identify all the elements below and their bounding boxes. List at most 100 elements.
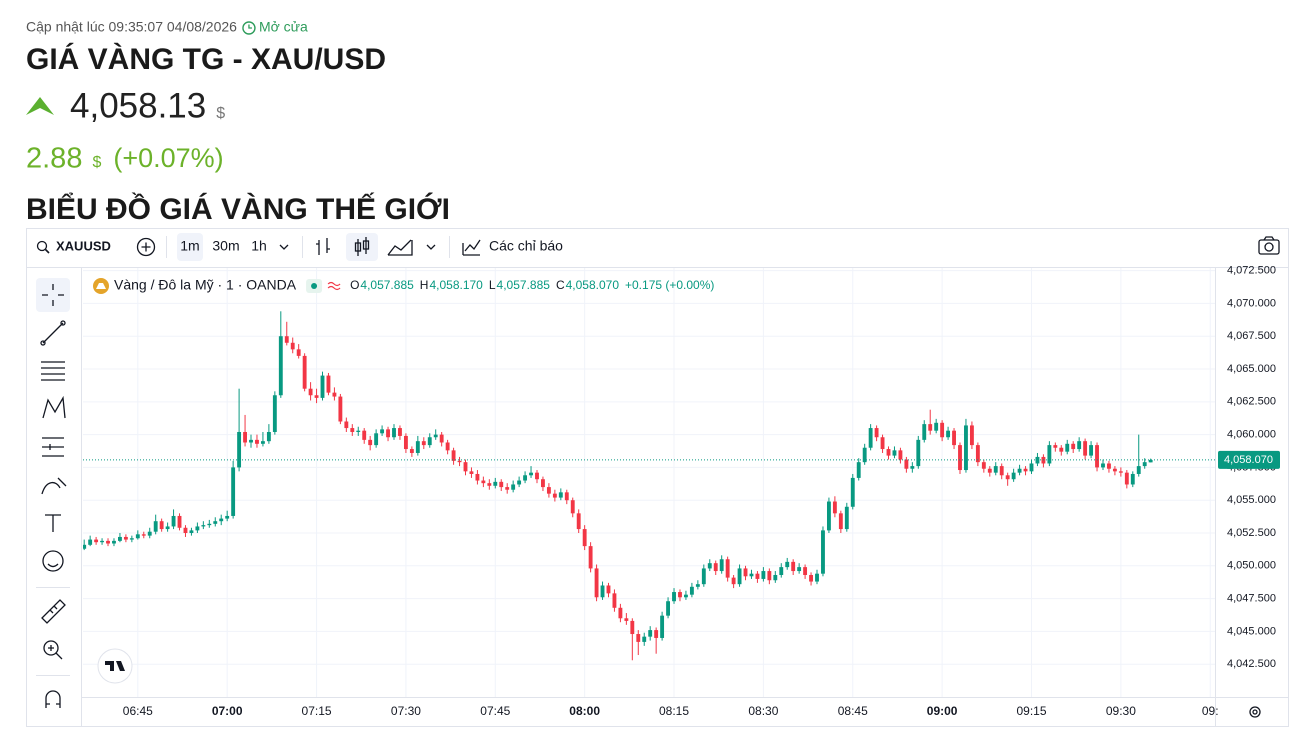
candle-body bbox=[189, 530, 194, 534]
crosshair-tool[interactable] bbox=[42, 284, 64, 306]
candle-body bbox=[255, 439, 259, 444]
trend-line-tool[interactable] bbox=[42, 322, 64, 344]
candle-body bbox=[999, 466, 1004, 476]
plot-area bbox=[83, 311, 1215, 661]
magnet-tool[interactable] bbox=[45, 690, 61, 708]
pattern-tool[interactable] bbox=[42, 395, 66, 419]
candle-body bbox=[815, 573, 819, 582]
ruler-tool[interactable] bbox=[41, 599, 66, 624]
x-tick-label: 08:15 bbox=[659, 704, 689, 718]
bars-style-icon[interactable] bbox=[316, 238, 330, 255]
symbol[interactable]: XAUUSD bbox=[56, 238, 111, 253]
candle-body bbox=[648, 630, 653, 637]
candle-body bbox=[588, 546, 593, 569]
candle-body bbox=[213, 521, 218, 524]
candle-body bbox=[874, 428, 879, 438]
settings-button[interactable] bbox=[1249, 706, 1261, 718]
candle-body bbox=[558, 492, 563, 498]
area-style-icon[interactable] bbox=[387, 239, 413, 256]
candle-body bbox=[832, 501, 837, 514]
change-value: +0.175 (+0.00%) bbox=[625, 278, 714, 292]
candle-body bbox=[183, 527, 188, 534]
candle-body bbox=[106, 540, 110, 544]
interval-button[interactable]: 30m bbox=[212, 238, 239, 254]
candle-body bbox=[666, 601, 671, 616]
candle-body bbox=[695, 584, 700, 587]
snapshot-button[interactable] bbox=[1258, 236, 1280, 255]
candle-body bbox=[1130, 473, 1135, 485]
candle-body bbox=[767, 571, 772, 581]
candle-body bbox=[731, 577, 736, 585]
section-title: BIỂU ĐỒ GIÁ VÀNG THẾ GIỚI bbox=[26, 192, 450, 226]
candle-body bbox=[207, 523, 212, 526]
projection-tool[interactable] bbox=[42, 437, 64, 457]
candle-body bbox=[302, 355, 307, 389]
candle-body bbox=[636, 634, 641, 642]
candle-body bbox=[171, 515, 176, 527]
candle-body bbox=[177, 515, 182, 528]
data-delay-icon bbox=[327, 281, 341, 291]
candles-style-icon[interactable] bbox=[357, 237, 367, 256]
candle-body bbox=[362, 430, 367, 440]
candle-body bbox=[344, 421, 349, 429]
candle-body bbox=[338, 396, 343, 422]
candle-body bbox=[1047, 445, 1052, 464]
text-tool[interactable] bbox=[45, 514, 61, 532]
y-tick-label: 4,042.500 bbox=[1227, 658, 1276, 670]
candle-body bbox=[684, 594, 688, 598]
candle-body bbox=[153, 521, 158, 532]
candle-body bbox=[779, 567, 784, 575]
candle-body bbox=[707, 563, 712, 569]
candle-body bbox=[451, 450, 456, 461]
candle-body bbox=[1023, 468, 1028, 472]
candle-body bbox=[826, 501, 831, 531]
candle-body bbox=[505, 487, 510, 490]
y-tick-label: 4,052.500 bbox=[1227, 527, 1276, 539]
ohlc-value: 4,057.885 bbox=[497, 278, 551, 292]
candle-body bbox=[332, 392, 337, 397]
candle-body bbox=[856, 462, 861, 478]
candle-body bbox=[952, 430, 956, 446]
style-dropdown[interactable] bbox=[426, 244, 436, 250]
fib-tool[interactable] bbox=[41, 361, 65, 381]
candle-body bbox=[689, 586, 694, 595]
compare-button[interactable] bbox=[136, 237, 156, 257]
x-tick-label: 06:45 bbox=[123, 704, 153, 718]
candle-body bbox=[1124, 472, 1129, 485]
candle-body bbox=[809, 574, 813, 582]
candle-body bbox=[1077, 441, 1082, 450]
price-change: 2.88 bbox=[26, 143, 82, 175]
emoji-tool[interactable] bbox=[42, 550, 64, 572]
candle-body bbox=[326, 375, 331, 393]
indicators-icon[interactable] bbox=[462, 239, 481, 256]
candle-body bbox=[493, 481, 498, 486]
interval-button[interactable]: 1h bbox=[251, 238, 267, 254]
interval-dropdown[interactable] bbox=[279, 244, 289, 250]
candle-body bbox=[975, 445, 980, 463]
y-tick-label: 4,047.500 bbox=[1227, 593, 1276, 605]
candle-body bbox=[100, 540, 105, 543]
y-tick-label: 4,060.000 bbox=[1227, 429, 1276, 441]
indicators-button[interactable]: Các chỉ báo bbox=[489, 238, 563, 254]
candle-body bbox=[231, 467, 236, 516]
y-tick-label: 4,050.000 bbox=[1227, 560, 1276, 572]
page-title: GIÁ VÀNG TG - XAU/USD bbox=[26, 42, 386, 76]
candle-body bbox=[296, 349, 301, 356]
brush-tool[interactable] bbox=[41, 477, 67, 495]
y-tick-label: 4,070.000 bbox=[1227, 297, 1276, 309]
candle-body bbox=[916, 439, 921, 467]
candle-body bbox=[398, 428, 402, 436]
chart-widget bbox=[26, 228, 1289, 727]
candle-body bbox=[964, 425, 968, 471]
candle-body bbox=[541, 479, 545, 488]
zoom-tool[interactable] bbox=[43, 640, 59, 656]
interval-active-bg bbox=[177, 233, 203, 261]
candle-body bbox=[260, 441, 265, 444]
candle-body bbox=[368, 439, 373, 446]
interval-button[interactable]: 1m bbox=[180, 238, 199, 254]
up-arrow-icon bbox=[26, 97, 54, 115]
symbol-search[interactable]: XAUUSD bbox=[36, 238, 111, 254]
last-price-label: 4,058.070 bbox=[1224, 454, 1273, 466]
candle-body bbox=[439, 434, 444, 443]
